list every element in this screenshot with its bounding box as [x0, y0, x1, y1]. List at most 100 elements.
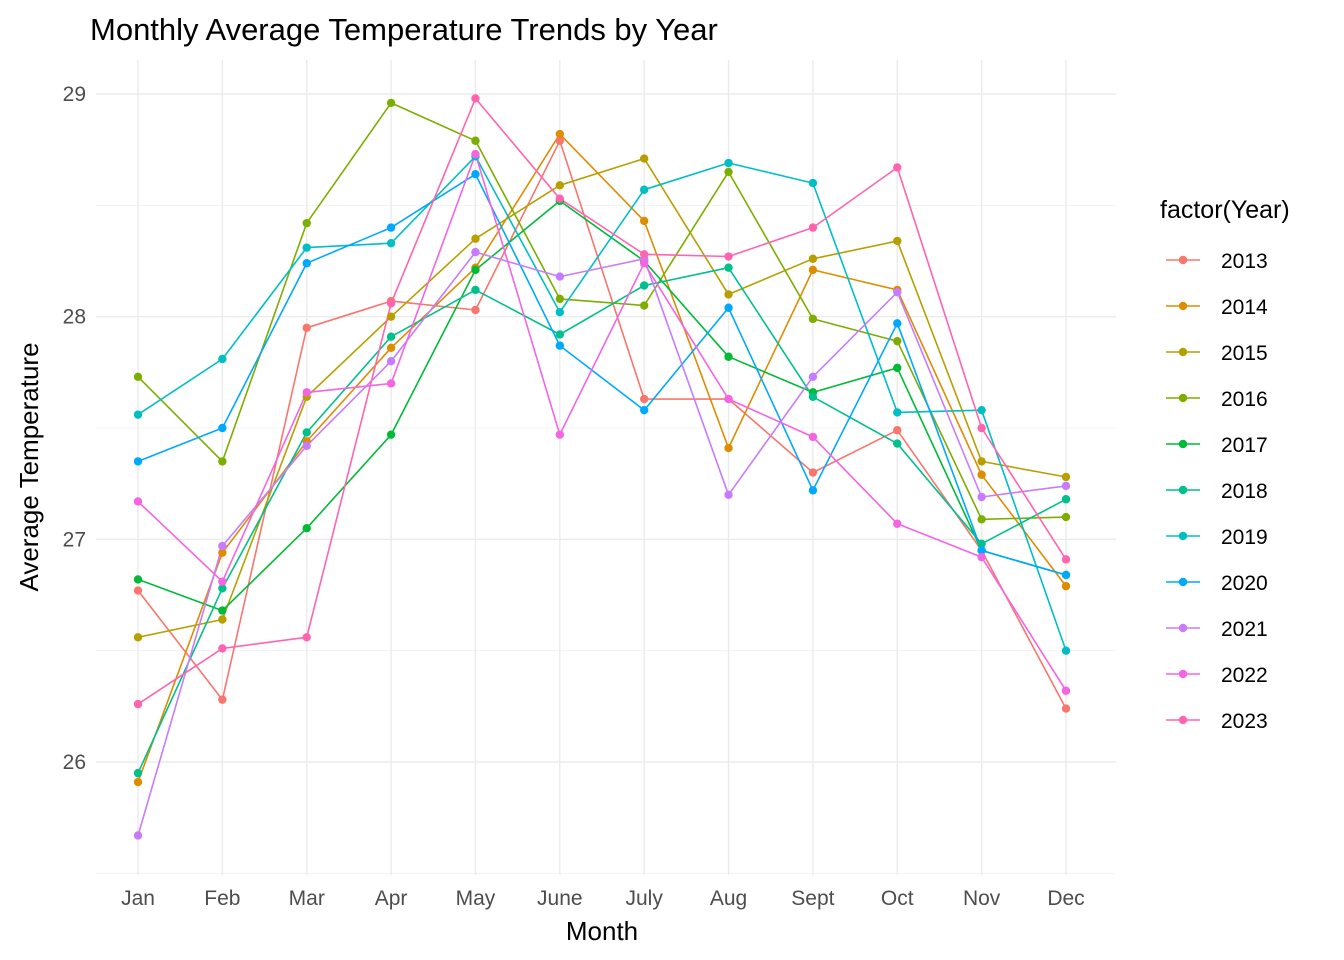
legend-label: 2014	[1221, 296, 1268, 319]
data-point-2014	[977, 470, 986, 479]
data-point-2022	[724, 394, 733, 404]
data-point-2016	[471, 136, 480, 145]
data-point-2015	[133, 633, 143, 642]
legend-item-2016: 2016	[1166, 388, 1268, 411]
data-point-2013	[1061, 704, 1071, 713]
data-point-2017	[386, 430, 396, 439]
data-point-2022	[471, 149, 480, 159]
data-point-2022	[639, 259, 649, 268]
legend-label: 2023	[1221, 710, 1268, 733]
data-point-2020	[218, 423, 227, 433]
legend-key-point	[1178, 255, 1188, 265]
data-point-2015	[555, 181, 565, 190]
data-point-2022	[302, 388, 311, 397]
data-point-2023	[724, 252, 733, 261]
data-point-2015	[977, 457, 986, 466]
data-point-2023	[893, 163, 902, 172]
data-point-2022	[218, 577, 227, 586]
data-point-2019	[555, 308, 565, 317]
x-axis-title: Month	[566, 916, 638, 946]
data-point-2021	[724, 490, 733, 499]
data-point-2022	[808, 432, 818, 442]
data-point-2020	[471, 169, 480, 179]
x-tick-label: July	[626, 887, 664, 910]
series-line-2021	[137, 251, 1067, 836]
x-tick-label: Mar	[289, 887, 325, 910]
legend-label: 2017	[1221, 434, 1268, 457]
x-tick-label: Aug	[710, 887, 747, 910]
data-point-2014	[386, 343, 396, 353]
y-tick-label: 26	[63, 751, 86, 774]
data-point-2023	[555, 194, 565, 203]
data-point-2021	[977, 492, 986, 502]
legend-label: 2018	[1221, 480, 1268, 503]
data-point-2018	[808, 392, 818, 402]
legend-item-2013: 2013	[1166, 250, 1268, 273]
data-point-2018	[302, 428, 311, 437]
data-point-2023	[639, 250, 649, 259]
data-point-2016	[893, 336, 902, 346]
data-point-2023	[302, 633, 311, 642]
data-point-2018	[724, 263, 733, 272]
x-tick-label: Nov	[963, 887, 1001, 910]
data-point-2015	[218, 615, 227, 624]
data-point-2016	[218, 457, 227, 466]
data-point-2023	[808, 223, 818, 232]
data-point-2017	[893, 363, 902, 373]
data-point-2020	[302, 259, 311, 268]
y-axis-title: Average Temperature	[14, 342, 44, 591]
data-point-2016	[724, 167, 733, 177]
data-point-2022	[893, 519, 902, 528]
data-point-2018	[471, 285, 480, 295]
data-point-2017	[724, 352, 733, 361]
series-line-2015	[137, 157, 1067, 639]
legend-key-point	[1178, 669, 1188, 679]
data-point-2014	[808, 265, 818, 275]
data-point-2020	[639, 405, 649, 415]
data-point-2018	[555, 330, 565, 339]
series-line-2013	[137, 140, 1067, 709]
data-point-2019	[808, 178, 818, 188]
data-point-2018	[218, 584, 227, 593]
data-point-2020	[555, 341, 565, 350]
data-point-2021	[471, 247, 480, 257]
legend-item-2014: 2014	[1166, 296, 1268, 319]
data-point-2021	[133, 831, 143, 840]
legend-key-point	[1178, 623, 1188, 633]
data-point-2021	[218, 541, 227, 551]
data-point-2017	[133, 575, 143, 584]
data-point-2021	[555, 272, 565, 281]
legend-title: factor(Year)	[1160, 196, 1290, 224]
legend-key-point	[1178, 301, 1188, 311]
series-line-2023	[137, 97, 1067, 705]
data-point-2016	[1061, 512, 1071, 522]
data-point-2019	[386, 238, 396, 248]
data-point-2015	[893, 236, 902, 246]
legend-label: 2021	[1221, 618, 1268, 641]
y-axis-ticks: 26 27 28 29	[63, 83, 86, 774]
legend-label: 2020	[1221, 572, 1268, 595]
data-point-2013	[218, 695, 227, 704]
data-point-2015	[471, 234, 480, 243]
legend-label: 2015	[1221, 342, 1268, 365]
data-point-2018	[386, 332, 396, 341]
x-tick-label: May	[456, 887, 496, 910]
x-tick-label: June	[537, 887, 583, 910]
data-point-2017	[471, 265, 480, 275]
data-point-2022	[555, 430, 565, 439]
data-point-2014	[724, 443, 733, 453]
data-point-2018	[1061, 495, 1071, 504]
series-line-2018	[137, 266, 1067, 774]
legend-key-point	[1178, 485, 1188, 495]
legend-label: 2022	[1221, 664, 1268, 687]
data-point-2015	[386, 312, 396, 321]
data-point-2016	[386, 98, 396, 108]
data-point-2018	[977, 539, 986, 548]
data-point-2019	[302, 243, 311, 252]
series-line-2016	[137, 102, 1067, 521]
data-point-2019	[977, 405, 986, 415]
data-point-2023	[1061, 555, 1071, 564]
data-point-2021	[893, 287, 902, 297]
data-point-2015	[639, 154, 649, 163]
